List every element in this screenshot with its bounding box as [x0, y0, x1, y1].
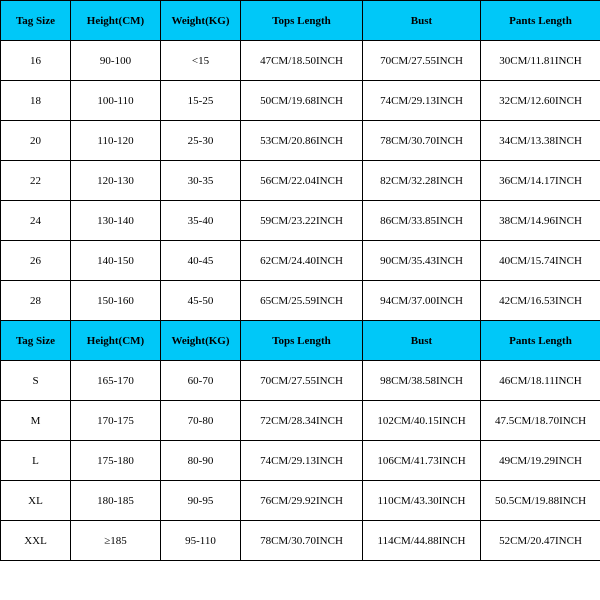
table-cell: 59CM/23.22INCH — [241, 201, 363, 241]
table-cell: 34CM/13.38INCH — [481, 121, 600, 161]
table-cell: 74CM/29.13INCH — [363, 81, 481, 121]
col-header: Weight(KG) — [161, 1, 241, 41]
table-row: 24130-14035-4059CM/23.22INCH86CM/33.85IN… — [1, 201, 600, 241]
table-cell: 46CM/18.11INCH — [481, 361, 600, 401]
table-cell: 30-35 — [161, 161, 241, 201]
col-header: Bust — [363, 1, 481, 41]
col-header: Tag Size — [1, 321, 71, 361]
table-cell: S — [1, 361, 71, 401]
table-cell: 45-50 — [161, 281, 241, 321]
table-cell: 50.5CM/19.88INCH — [481, 481, 600, 521]
table-cell: 102CM/40.15INCH — [363, 401, 481, 441]
table-row: XXL≥18595-11078CM/30.70INCH114CM/44.88IN… — [1, 521, 600, 561]
col-header: Pants Length — [481, 321, 600, 361]
table-cell: 140-150 — [71, 241, 161, 281]
table-cell: 35-40 — [161, 201, 241, 241]
table-cell: 82CM/32.28INCH — [363, 161, 481, 201]
table-row: 20110-12025-3053CM/20.86INCH78CM/30.70IN… — [1, 121, 600, 161]
table-cell: 42CM/16.53INCH — [481, 281, 600, 321]
col-header: Tops Length — [241, 1, 363, 41]
table-cell: 38CM/14.96INCH — [481, 201, 600, 241]
table-cell: 15-25 — [161, 81, 241, 121]
table-cell: 30CM/11.81INCH — [481, 41, 600, 81]
table-cell: 130-140 — [71, 201, 161, 241]
table-cell: 28 — [1, 281, 71, 321]
table-cell: 16 — [1, 41, 71, 81]
col-header: Height(CM) — [71, 321, 161, 361]
table-cell: 78CM/30.70INCH — [363, 121, 481, 161]
table-cell: 110CM/43.30INCH — [363, 481, 481, 521]
table-row: L175-18080-9074CM/29.13INCH106CM/41.73IN… — [1, 441, 600, 481]
table-row: XL180-18590-9576CM/29.92INCH110CM/43.30I… — [1, 481, 600, 521]
table-cell: 110-120 — [71, 121, 161, 161]
table-cell: M — [1, 401, 71, 441]
table-cell: 120-130 — [71, 161, 161, 201]
col-header: Tops Length — [241, 321, 363, 361]
table-cell: 26 — [1, 241, 71, 281]
table-cell: 170-175 — [71, 401, 161, 441]
table-cell: 180-185 — [71, 481, 161, 521]
table-cell: 90-95 — [161, 481, 241, 521]
table-cell: 76CM/29.92INCH — [241, 481, 363, 521]
table-cell: 32CM/12.60INCH — [481, 81, 600, 121]
header-row-table2: Tag SizeHeight(CM)Weight(KG)Tops LengthB… — [1, 321, 600, 361]
table-row: 22120-13030-3556CM/22.04INCH82CM/32.28IN… — [1, 161, 600, 201]
table-cell: 165-170 — [71, 361, 161, 401]
table-cell: 50CM/19.68INCH — [241, 81, 363, 121]
table-row: 28150-16045-5065CM/25.59INCH94CM/37.00IN… — [1, 281, 600, 321]
col-header: Tag Size — [1, 1, 71, 41]
table-row: 26140-15040-4562CM/24.40INCH90CM/35.43IN… — [1, 241, 600, 281]
table-cell: 40-45 — [161, 241, 241, 281]
table-cell: 40CM/15.74INCH — [481, 241, 600, 281]
table-row: S165-17060-7070CM/27.55INCH98CM/38.58INC… — [1, 361, 600, 401]
size-chart-table: Tag SizeHeight(CM)Weight(KG)Tops LengthB… — [0, 0, 600, 561]
table-cell: 56CM/22.04INCH — [241, 161, 363, 201]
table-cell: 20 — [1, 121, 71, 161]
table-cell: 175-180 — [71, 441, 161, 481]
table-cell: 80-90 — [161, 441, 241, 481]
table-cell: 86CM/33.85INCH — [363, 201, 481, 241]
header-row-table1: Tag SizeHeight(CM)Weight(KG)Tops LengthB… — [1, 1, 600, 41]
table-cell: 65CM/25.59INCH — [241, 281, 363, 321]
col-header: Weight(KG) — [161, 321, 241, 361]
table-cell: 70-80 — [161, 401, 241, 441]
table-cell: 94CM/37.00INCH — [363, 281, 481, 321]
table-cell: 98CM/38.58INCH — [363, 361, 481, 401]
table-cell: 74CM/29.13INCH — [241, 441, 363, 481]
table-cell: <15 — [161, 41, 241, 81]
table-cell: 78CM/30.70INCH — [241, 521, 363, 561]
table-cell: 70CM/27.55INCH — [241, 361, 363, 401]
table-cell: 62CM/24.40INCH — [241, 241, 363, 281]
table-cell: 72CM/28.34INCH — [241, 401, 363, 441]
table-cell: 95-110 — [161, 521, 241, 561]
table-cell: 52CM/20.47INCH — [481, 521, 600, 561]
table-cell: 36CM/14.17INCH — [481, 161, 600, 201]
table-cell: 49CM/19.29INCH — [481, 441, 600, 481]
table-cell: 47.5CM/18.70INCH — [481, 401, 600, 441]
table-cell: L — [1, 441, 71, 481]
table-row: 1690-100<1547CM/18.50INCH70CM/27.55INCH3… — [1, 41, 600, 81]
table-cell: ≥185 — [71, 521, 161, 561]
table-cell: XL — [1, 481, 71, 521]
table-cell: 18 — [1, 81, 71, 121]
table-cell: 24 — [1, 201, 71, 241]
col-header: Bust — [363, 321, 481, 361]
col-header: Pants Length — [481, 1, 600, 41]
table-row: 18100-11015-2550CM/19.68INCH74CM/29.13IN… — [1, 81, 600, 121]
table-cell: 90CM/35.43INCH — [363, 241, 481, 281]
table-cell: 100-110 — [71, 81, 161, 121]
table-cell: 22 — [1, 161, 71, 201]
table-cell: 150-160 — [71, 281, 161, 321]
table-cell: 114CM/44.88INCH — [363, 521, 481, 561]
table-cell: 53CM/20.86INCH — [241, 121, 363, 161]
table-cell: 47CM/18.50INCH — [241, 41, 363, 81]
table-cell: 90-100 — [71, 41, 161, 81]
table-cell: 70CM/27.55INCH — [363, 41, 481, 81]
table-cell: 25-30 — [161, 121, 241, 161]
col-header: Height(CM) — [71, 1, 161, 41]
table-cell: 60-70 — [161, 361, 241, 401]
table-row: M170-17570-8072CM/28.34INCH102CM/40.15IN… — [1, 401, 600, 441]
table-cell: 106CM/41.73INCH — [363, 441, 481, 481]
table-cell: XXL — [1, 521, 71, 561]
